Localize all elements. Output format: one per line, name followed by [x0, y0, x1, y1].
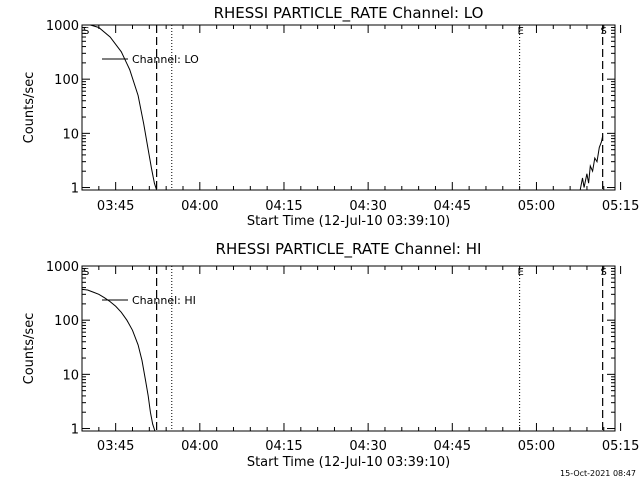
marker-label-S: S: [600, 267, 606, 278]
x-tick-label: 04:00: [181, 199, 218, 214]
y-tick-label: 10: [62, 368, 79, 383]
x-tick-label: 03:45: [97, 439, 134, 454]
chart-title: RHESSI PARTICLE_RATE Channel: HI: [216, 240, 482, 259]
y-tick-label: 1: [71, 182, 79, 197]
corner-marker-label: S: [83, 26, 89, 37]
chart-title: RHESSI PARTICLE_RATE Channel: LO: [214, 4, 484, 23]
y-axis-label: Counts/sec: [22, 72, 37, 144]
x-axis-label: Start Time (12-Jul-10 03:39:10): [247, 455, 450, 470]
plot-frame: [81, 265, 616, 432]
corner-marker-label: S: [83, 267, 89, 278]
legend-label: Channel: LO: [132, 53, 199, 66]
y-tick-label: 1000: [46, 260, 79, 275]
x-tick-label: 05:15: [602, 439, 639, 454]
y-tick-label: 100: [54, 73, 79, 88]
x-tick-label: 04:15: [265, 199, 302, 214]
marker-label-E: E: [517, 26, 523, 37]
y-tick-label: 10: [62, 127, 79, 142]
x-tick-label: 04:45: [434, 199, 471, 214]
x-tick-label: 05:00: [518, 439, 555, 454]
x-tick-label: 05:15: [602, 199, 639, 214]
panel-1: RHESSI PARTICLE_RATE Channel: LO Counts/s…: [22, 4, 639, 229]
plot-frame: [81, 24, 616, 191]
y-tick-label: 1: [71, 423, 79, 438]
x-tick-label: 05:00: [518, 199, 555, 214]
x-tick-label: 04:15: [265, 439, 302, 454]
x-tick-label: 04:30: [349, 439, 386, 454]
y-axis-label: Counts/sec: [22, 313, 37, 385]
generation-timestamp: 15-Oct-2021 08:47: [560, 469, 636, 478]
x-tick-label: 03:45: [97, 199, 134, 214]
series-line-2: [579, 135, 604, 191]
panel-2: RHESSI PARTICLE_RATE Channel: HI Counts/s…: [22, 240, 639, 470]
series-line-1: [82, 24, 158, 191]
x-tick-label: 04:00: [181, 439, 218, 454]
x-tick-label: 04:45: [434, 439, 471, 454]
y-tick-label: 100: [54, 314, 79, 329]
y-tick-label: 1000: [46, 19, 79, 34]
marker-label-E: E: [517, 267, 523, 278]
x-axis-label: Start Time (12-Jul-10 03:39:10): [247, 214, 450, 229]
legend-label: Channel: HI: [132, 294, 196, 307]
x-tick-label: 04:30: [349, 199, 386, 214]
series-line-1: [81, 288, 156, 432]
marker-label-S: S: [600, 26, 606, 37]
